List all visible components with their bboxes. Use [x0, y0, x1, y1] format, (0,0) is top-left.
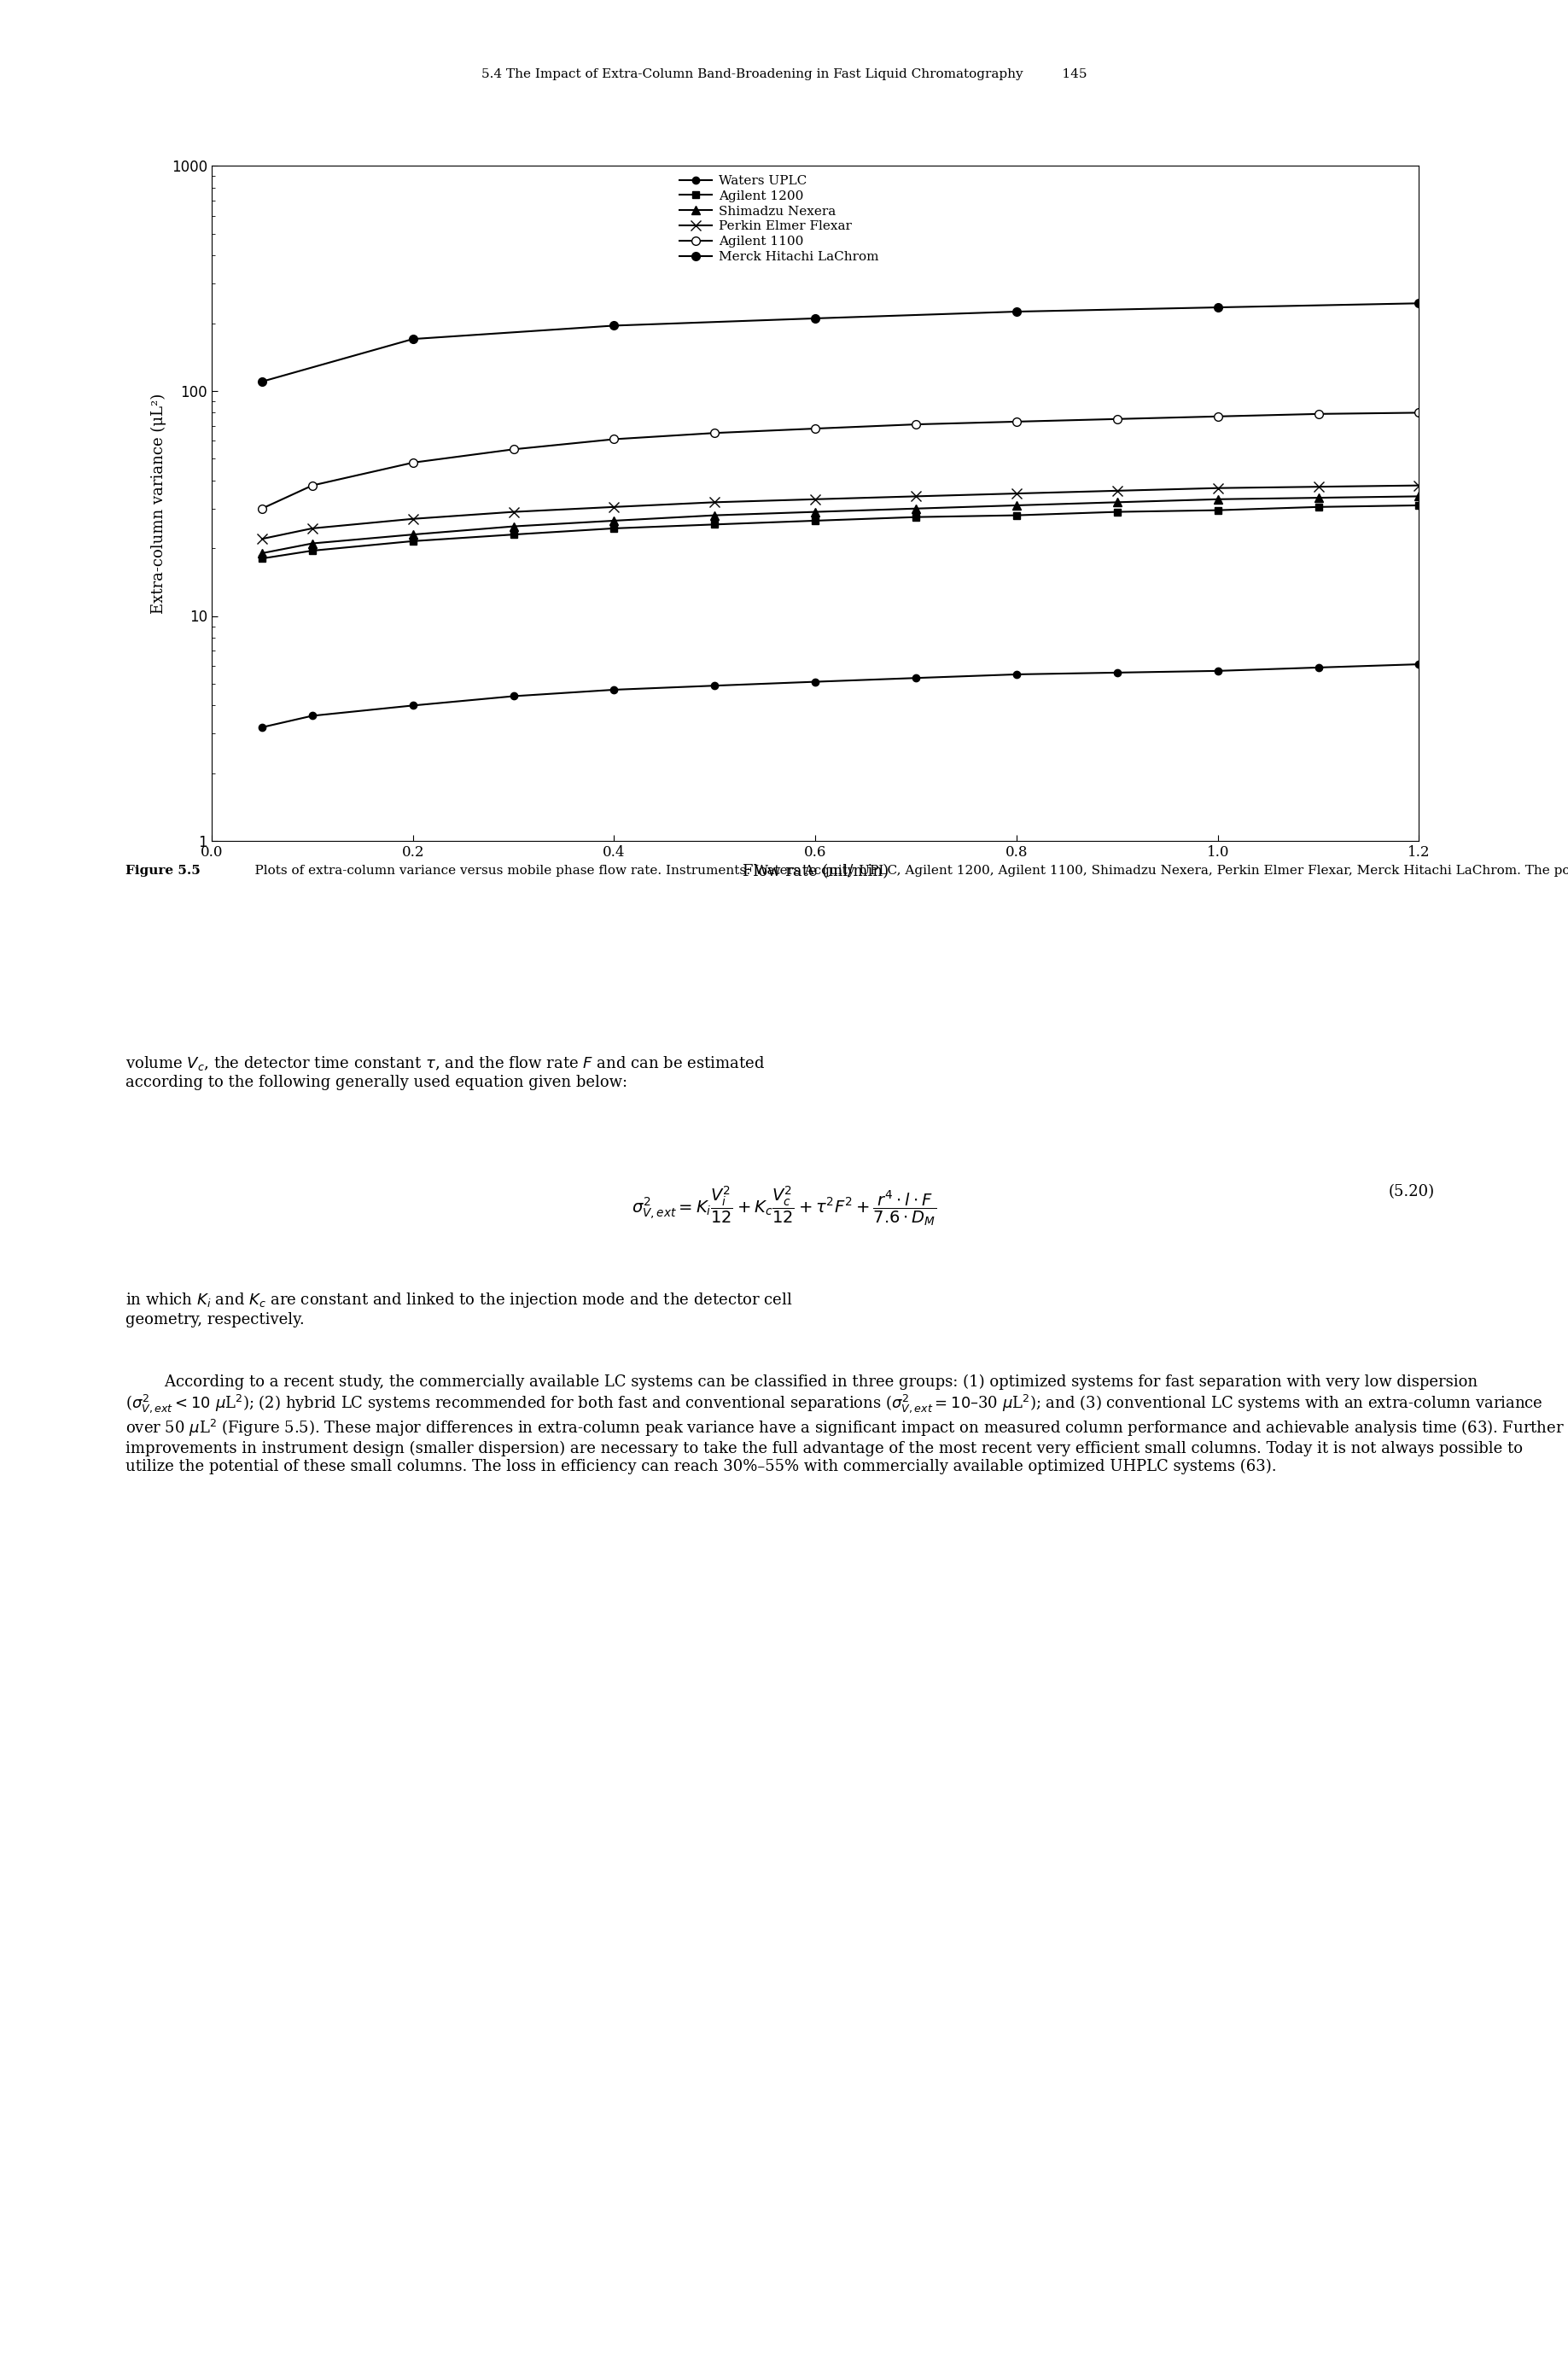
- Legend: Waters UPLC, Agilent 1200, Shimadzu Nexera, Perkin Elmer Flexar, Agilent 1100, M: Waters UPLC, Agilent 1200, Shimadzu Nexe…: [677, 173, 881, 265]
- Agilent 1100: [1109, 405, 1127, 434]
- Agilent 1200: [1007, 502, 1025, 531]
- Perkin Elmer Flexar: [706, 488, 724, 516]
- Shimadzu Nexera: [1410, 483, 1428, 512]
- Text: 5.4 The Impact of Extra-Column Band-Broadening in Fast Liquid Chromatography   1: 5.4 The Impact of Extra-Column Band-Broa…: [481, 69, 1087, 81]
- Shimadzu Nexera: [906, 495, 925, 524]
- Shimadzu Nexera: [303, 528, 321, 557]
- Agilent 1100: [403, 448, 422, 476]
- Shimadzu Nexera: [403, 521, 422, 550]
- Shimadzu Nexera: [706, 502, 724, 531]
- Perkin Elmer Flexar: [252, 524, 271, 552]
- Text: (5.20): (5.20): [1388, 1184, 1435, 1199]
- Shimadzu Nexera: [1209, 486, 1228, 514]
- Agilent 1100: [1209, 403, 1228, 431]
- Line: Shimadzu Nexera: Shimadzu Nexera: [257, 493, 1424, 557]
- Waters UPLC: [1309, 654, 1328, 682]
- Perkin Elmer Flexar: [505, 497, 524, 526]
- Text: $\sigma^2_{V,ext} = K_i \dfrac{V^2_i}{12} + K_c \dfrac{V^2_c}{12} + \tau^2 F^2 +: $\sigma^2_{V,ext} = K_i \dfrac{V^2_i}{12…: [632, 1184, 936, 1227]
- Line: Agilent 1200: Agilent 1200: [259, 502, 1422, 561]
- Agilent 1100: [1410, 398, 1428, 426]
- Agilent 1200: [706, 509, 724, 538]
- Merck Hitachi LaChrom: [605, 310, 624, 339]
- Agilent 1100: [1309, 400, 1328, 429]
- Agilent 1200: [1309, 493, 1328, 521]
- Agilent 1100: [605, 424, 624, 452]
- Shimadzu Nexera: [806, 497, 825, 526]
- Agilent 1200: [1410, 490, 1428, 519]
- Agilent 1100: [252, 495, 271, 524]
- Merck Hitachi LaChrom: [403, 325, 422, 353]
- Perkin Elmer Flexar: [403, 505, 422, 533]
- Perkin Elmer Flexar: [1309, 471, 1328, 500]
- Waters UPLC: [1109, 659, 1127, 687]
- Perkin Elmer Flexar: [303, 514, 321, 543]
- Agilent 1200: [806, 507, 825, 535]
- Waters UPLC: [605, 675, 624, 704]
- Waters UPLC: [1209, 656, 1228, 685]
- Waters UPLC: [252, 713, 271, 741]
- Agilent 1100: [1007, 407, 1025, 436]
- Text: Figure 5.5: Figure 5.5: [125, 865, 201, 877]
- Perkin Elmer Flexar: [1410, 471, 1428, 500]
- Shimadzu Nexera: [1109, 488, 1127, 516]
- Agilent 1200: [252, 545, 271, 573]
- X-axis label: Flow rate (ml/min): Flow rate (ml/min): [742, 865, 889, 879]
- Perkin Elmer Flexar: [1007, 479, 1025, 507]
- Merck Hitachi LaChrom: [252, 367, 271, 396]
- Y-axis label: Extra-column variance (μL²): Extra-column variance (μL²): [151, 393, 166, 614]
- Shimadzu Nexera: [252, 540, 271, 569]
- Agilent 1200: [605, 514, 624, 543]
- Text: According to a recent study, the commercially available LC systems can be classi: According to a recent study, the commerc…: [125, 1374, 1565, 1474]
- Waters UPLC: [706, 670, 724, 699]
- Agilent 1100: [906, 410, 925, 438]
- Agilent 1200: [505, 521, 524, 550]
- Line: Merck Hitachi LaChrom: Merck Hitachi LaChrom: [257, 298, 1424, 386]
- Agilent 1200: [403, 526, 422, 554]
- Line: Perkin Elmer Flexar: Perkin Elmer Flexar: [257, 481, 1424, 543]
- Perkin Elmer Flexar: [605, 493, 624, 521]
- Agilent 1100: [806, 415, 825, 443]
- Agilent 1100: [505, 436, 524, 464]
- Perkin Elmer Flexar: [906, 483, 925, 512]
- Perkin Elmer Flexar: [1209, 474, 1228, 502]
- Waters UPLC: [1007, 661, 1025, 689]
- Merck Hitachi LaChrom: [806, 303, 825, 332]
- Merck Hitachi LaChrom: [1209, 294, 1228, 322]
- Text: volume $V_c$, the detector time constant $\tau$, and the flow rate $F$ and can b: volume $V_c$, the detector time constant…: [125, 1054, 765, 1090]
- Agilent 1100: [303, 471, 321, 500]
- Shimadzu Nexera: [1007, 490, 1025, 519]
- Text: Plots of extra-column variance versus mobile phase flow rate. Instruments: Water: Plots of extra-column variance versus mo…: [238, 865, 1568, 877]
- Shimadzu Nexera: [1309, 483, 1328, 512]
- Shimadzu Nexera: [605, 507, 624, 535]
- Line: Agilent 1100: Agilent 1100: [257, 407, 1424, 512]
- Agilent 1200: [1109, 497, 1127, 526]
- Shimadzu Nexera: [505, 512, 524, 540]
- Waters UPLC: [403, 692, 422, 720]
- Waters UPLC: [505, 682, 524, 711]
- Merck Hitachi LaChrom: [1007, 298, 1025, 327]
- Perkin Elmer Flexar: [806, 486, 825, 514]
- Waters UPLC: [303, 701, 321, 730]
- Perkin Elmer Flexar: [1109, 476, 1127, 505]
- Agilent 1100: [706, 419, 724, 448]
- Waters UPLC: [1410, 649, 1428, 678]
- Agilent 1200: [906, 502, 925, 531]
- Waters UPLC: [806, 668, 825, 696]
- Text: in which $K_i$ and $K_c$ are constant and linked to the injection mode and the d: in which $K_i$ and $K_c$ are constant an…: [125, 1291, 792, 1327]
- Agilent 1200: [1209, 495, 1228, 524]
- Merck Hitachi LaChrom: [1410, 289, 1428, 317]
- Waters UPLC: [906, 663, 925, 692]
- Agilent 1200: [303, 535, 321, 564]
- Line: Waters UPLC: Waters UPLC: [259, 661, 1422, 732]
